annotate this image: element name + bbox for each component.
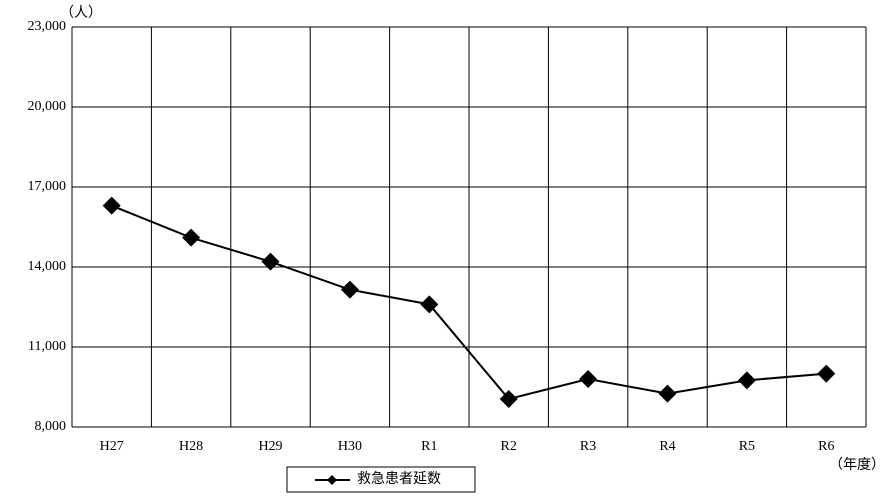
- data-point: [658, 384, 677, 403]
- y-tick-label: 11,000: [28, 339, 66, 354]
- legend-marker: [327, 475, 337, 485]
- legend-label: 救急患者延数: [357, 471, 441, 487]
- y-unit: （人）: [60, 5, 102, 21]
- series-line: [111, 204, 827, 401]
- x-tick-label: H27: [100, 439, 124, 454]
- data-point: [420, 295, 439, 314]
- x-tick-label: H29: [258, 439, 282, 454]
- data-point: [182, 228, 201, 247]
- x-tick-label: R3: [580, 439, 596, 454]
- x-unit: （年度）: [829, 457, 885, 473]
- data-point: [737, 371, 756, 390]
- x-tick-label: R1: [421, 439, 437, 454]
- data-point: [261, 252, 280, 271]
- x-tick-label: H28: [179, 439, 203, 454]
- x-tick-label: R5: [739, 439, 755, 454]
- y-tick-label: 17,000: [28, 179, 67, 194]
- y-tick-label: 14,000: [28, 259, 67, 274]
- x-tick-label: R2: [501, 439, 517, 454]
- data-point: [340, 280, 359, 299]
- data-point: [817, 364, 836, 383]
- x-tick-label: R6: [818, 439, 834, 454]
- x-tick-label: R4: [659, 439, 675, 454]
- y-tick-label: 23,000: [28, 19, 67, 34]
- y-tick-label: 8,000: [35, 419, 67, 434]
- y-tick-label: 20,000: [28, 99, 67, 114]
- data-point: [579, 370, 598, 388]
- data-point: [499, 390, 518, 408]
- data-point: [102, 196, 121, 215]
- x-tick-label: H30: [338, 439, 362, 454]
